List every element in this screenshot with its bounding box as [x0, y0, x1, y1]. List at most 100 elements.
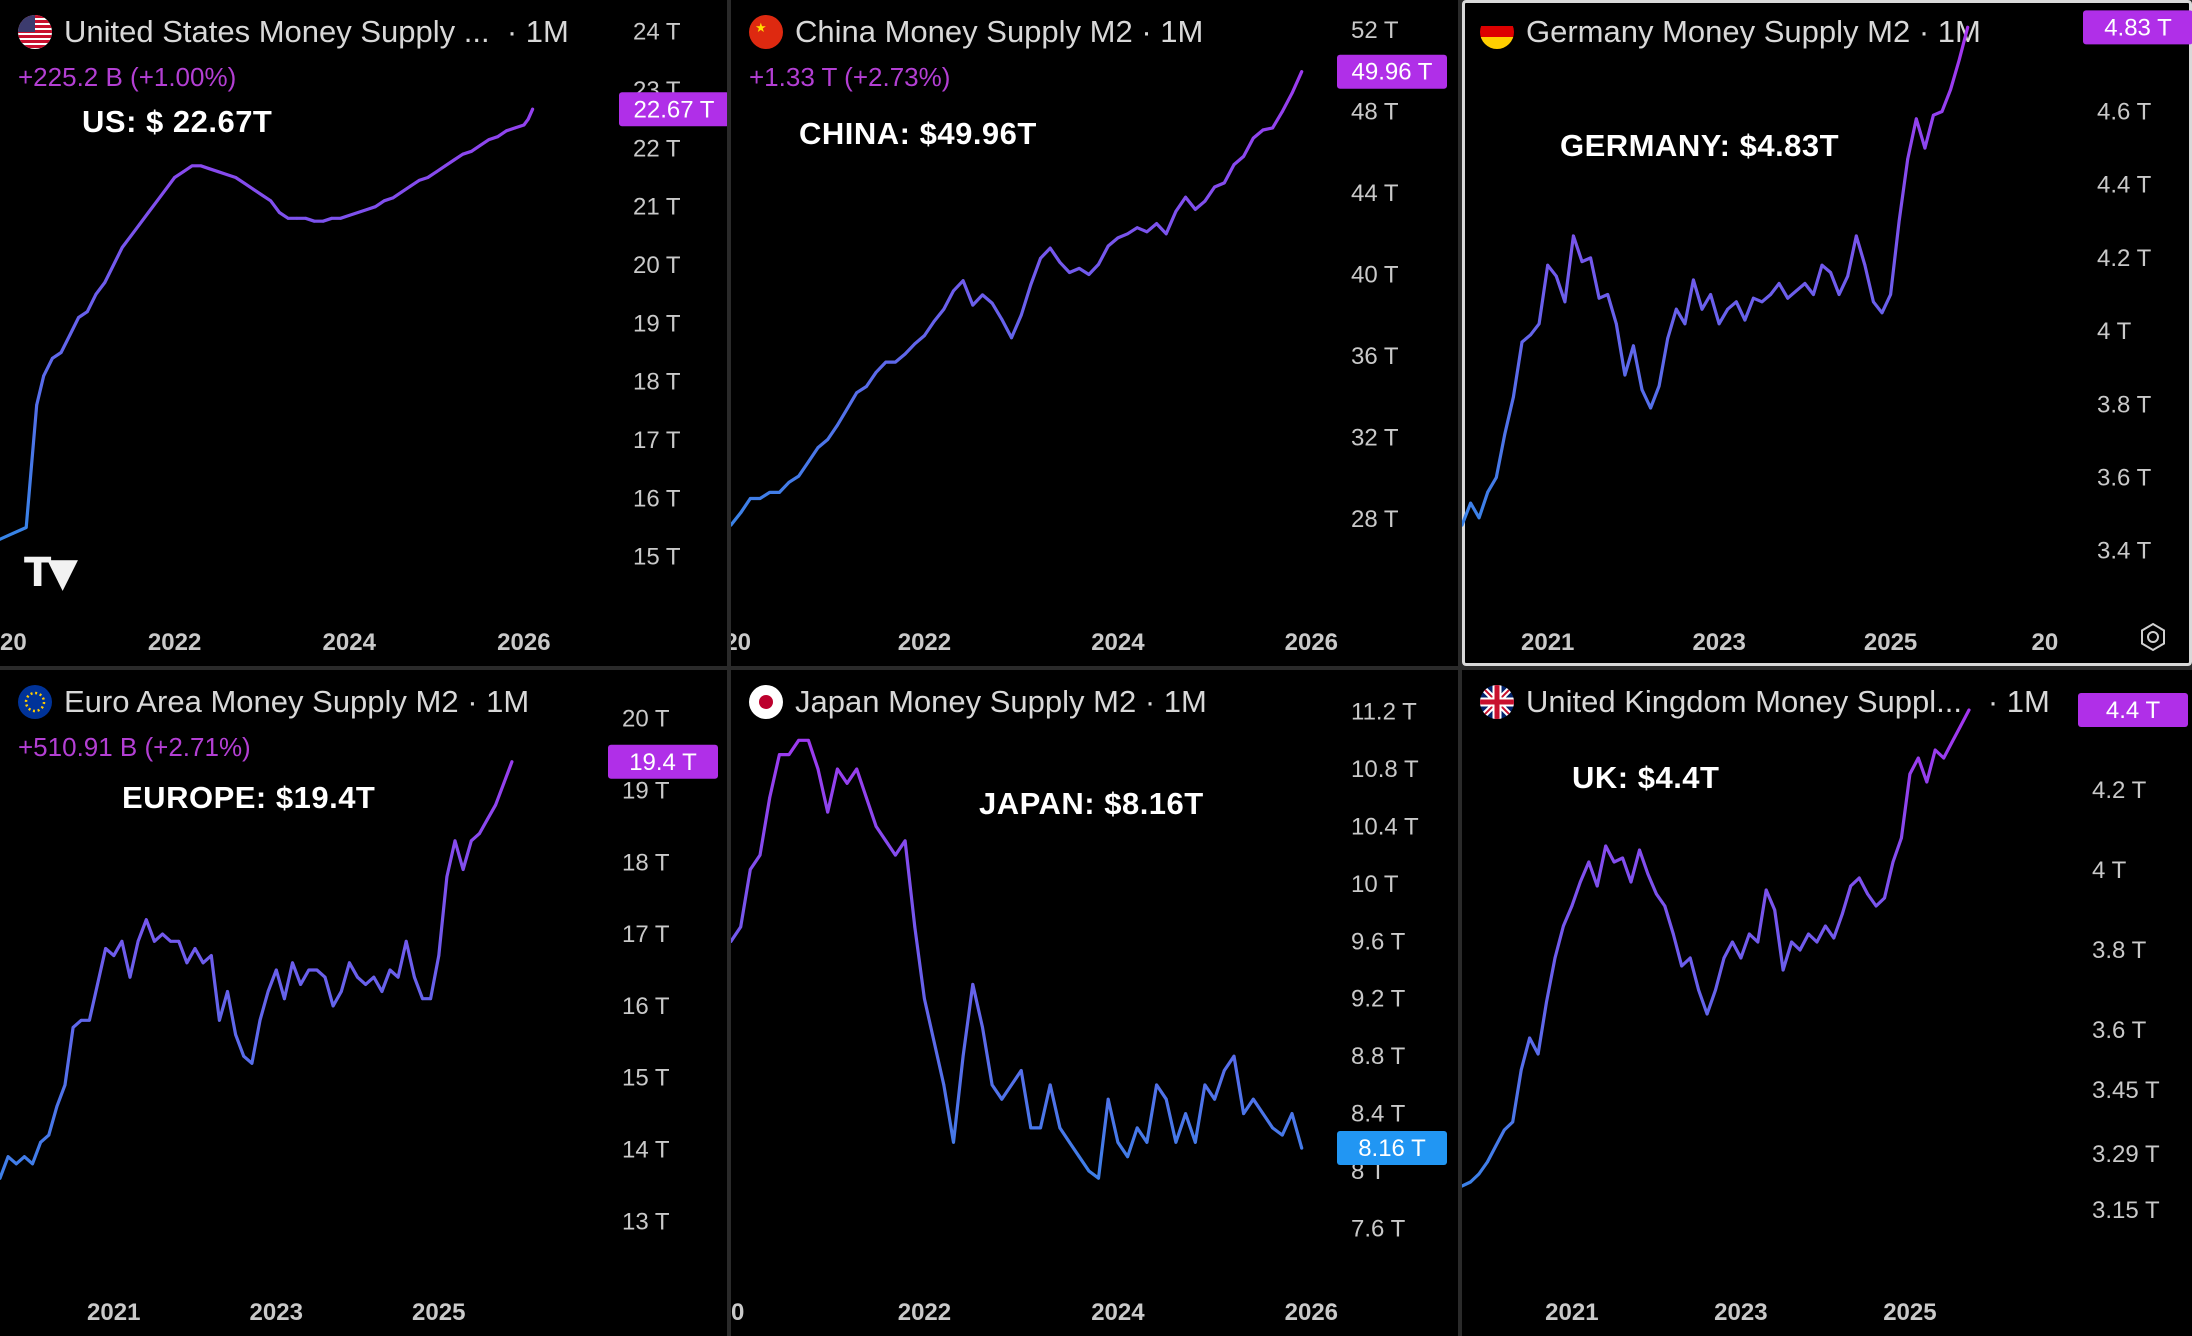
data-point — [0, 1176, 2, 1180]
data-point — [461, 868, 465, 871]
data-point — [1087, 1169, 1091, 1173]
data-point — [1612, 860, 1616, 864]
y-tick-label: 3.6 T — [2097, 465, 2152, 492]
data-point — [1900, 836, 1903, 840]
data-point — [731, 939, 733, 943]
line-chart-japan[interactable]: 11.2 T 10.8 T 10.4 T 10 T 9.6 T 9.2 T 8.8 T 8.4… — [731, 670, 1458, 1336]
data-point — [739, 511, 743, 515]
settings-gear-icon[interactable] — [2138, 622, 2168, 652]
series-line[interactable] — [731, 738, 1304, 1180]
series-line[interactable] — [1462, 708, 1971, 1188]
line-chart-us[interactable]: 24 T23 T22 T21 T20 T19 T18 T17 T16 T15 T… — [0, 0, 727, 666]
data-point — [1815, 940, 1819, 944]
data-point — [1589, 256, 1592, 260]
data-point — [153, 939, 156, 943]
series-line[interactable] — [0, 107, 535, 541]
chart-title-japan[interactable]: Japan Money Supply M2 · 1M — [749, 684, 1207, 720]
series-line[interactable] — [1462, 25, 1970, 527]
data-point — [1097, 1176, 1100, 1180]
data-point — [1010, 336, 1013, 340]
chart-panel-china[interactable]: ★ China Money Supply M2 · 1M +1.33 T (+2… — [731, 0, 1458, 666]
data-point — [469, 839, 473, 843]
y-tick-label: 4 T — [2097, 318, 2132, 345]
data-point — [155, 199, 159, 203]
y-tick-label: 9.6 T — [1351, 928, 1406, 955]
chart-title-text: Japan Money Supply M2 — [795, 684, 1137, 719]
chart-title-uk[interactable]: United Kingdom Money Suppl... · 1M — [1480, 684, 2050, 720]
data-point — [278, 211, 281, 214]
chart-title-us[interactable]: United States Money Supply ... · 1M — [18, 14, 569, 50]
data-point — [144, 918, 148, 922]
x-tick-label: 2021 — [1545, 1299, 1598, 1326]
x-tick-label: 20 — [731, 1299, 744, 1326]
y-tick-label: 18 T — [622, 849, 670, 876]
data-point — [1300, 1146, 1304, 1150]
y-tick-label: 44 T — [1351, 180, 1399, 207]
chart-panel-japan[interactable]: Japan Money Supply M2 · 1M JAPAN: $8.16T… — [731, 670, 1458, 1336]
data-point — [758, 853, 762, 857]
data-point — [1529, 333, 1532, 337]
data-point — [478, 832, 481, 835]
data-point — [990, 1083, 994, 1087]
chart-panel-europe[interactable]: Euro Area Money Supply M2 · 1M +510.91 B… — [0, 670, 727, 1336]
data-point — [1570, 904, 1574, 908]
chart-interval[interactable]: · 1M — [1141, 14, 1204, 49]
chart-title-germany[interactable]: Germany Money Supply M2 · 1M — [1480, 14, 1981, 50]
data-point — [1174, 1140, 1178, 1144]
data-point — [286, 216, 290, 220]
y-tick-label: 20 T — [633, 252, 681, 279]
data-point — [6, 1155, 10, 1159]
data-point — [1222, 181, 1226, 185]
data-point — [404, 939, 408, 943]
data-point — [1097, 263, 1100, 266]
y-tick-label: 4.2 T — [2092, 777, 2147, 804]
data-point — [1203, 199, 1207, 203]
line-chart-europe[interactable]: 20 T 19 T 18 T 17 T 16 T 15 T 14 T 13 T 2021 2023… — [0, 670, 727, 1336]
data-point — [505, 129, 508, 133]
chart-title-china[interactable]: ★ China Money Supply M2 · 1M — [749, 14, 1203, 50]
data-point — [258, 1018, 262, 1022]
data-point — [1184, 1112, 1187, 1115]
chart-panel-uk[interactable]: United Kingdom Money Suppl... · 1M UK: $… — [1462, 670, 2192, 1336]
data-point — [1512, 395, 1515, 399]
data-point — [1803, 282, 1807, 285]
chart-interval[interactable]: · 1M — [1987, 684, 2050, 719]
data-point — [421, 997, 424, 1001]
data-point — [768, 796, 772, 800]
line-chart-uk[interactable]: 4.2 T 4 T 3.8 T 3.6 T 3.45 T 3.29 T 3.15 T 2021… — [1462, 670, 2192, 1336]
data-point — [874, 370, 878, 374]
chart-title-text: United States Money Supply ... — [64, 14, 490, 49]
y-tick-label: 3.8 T — [2092, 937, 2147, 964]
series-line[interactable] — [731, 70, 1304, 527]
x-tick-label: 20 — [2032, 629, 2059, 656]
data-point — [331, 1004, 335, 1008]
y-tick-label: 13 T — [622, 1208, 670, 1235]
data-point — [1155, 1083, 1158, 1087]
chart-interval[interactable]: · 1M — [506, 14, 569, 49]
data-point — [1743, 318, 1747, 322]
data-point — [35, 403, 39, 407]
series-line[interactable] — [0, 760, 514, 1180]
chart-panel-us[interactable]: United States Money Supply ... · 1M +225… — [0, 0, 727, 666]
data-point — [209, 954, 213, 957]
y-tick-label: 3.45 T — [2092, 1077, 2160, 1104]
chart-panel-germany[interactable]: Germany Money Supply M2 · 1M GERMANY: $4… — [1462, 0, 2192, 666]
chart-interval[interactable]: · 1M — [467, 684, 530, 719]
chart-interval[interactable]: · 1M — [1918, 14, 1981, 49]
data-point — [1145, 230, 1149, 234]
data-point — [884, 839, 888, 843]
data-point — [531, 107, 534, 111]
data-point — [85, 310, 89, 314]
tradingview-logo-icon[interactable]: T▼ — [24, 550, 78, 596]
line-chart-china[interactable]: 52 T 48 T 44 T 40 T 36 T 32 T 28 T 020 2022 2024 2… — [731, 0, 1458, 666]
data-point — [1832, 936, 1836, 940]
data-point — [1638, 848, 1641, 852]
data-point — [513, 126, 517, 130]
data-point — [486, 817, 489, 821]
data-point — [461, 152, 465, 156]
data-point — [138, 222, 142, 226]
chart-interval[interactable]: · 1M — [1144, 684, 1207, 719]
chart-title-europe[interactable]: Euro Area Money Supply M2 · 1M — [18, 684, 529, 720]
y-tick-label: 36 T — [1351, 343, 1399, 370]
